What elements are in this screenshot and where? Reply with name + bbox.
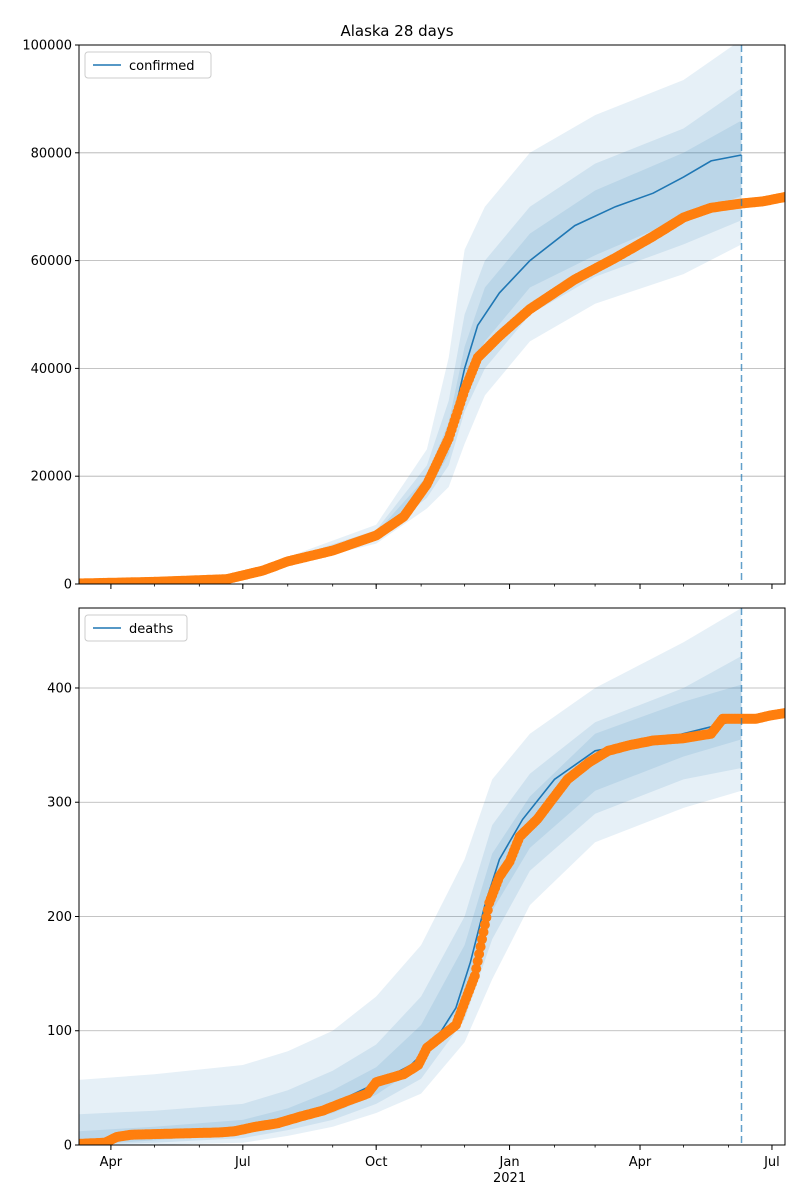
x-tick-label: Apr [629,1155,652,1170]
confirmed-panel: 0 20000 40000 60000 80000 100000 confirmed [22,39,786,593]
y-tick-label: 0 [64,1139,72,1154]
legend-label: deaths [129,622,174,637]
legend: deaths [84,614,188,642]
y-tick-label: 300 [47,796,72,811]
chart-title: Alaska 28 days [340,22,453,40]
band-middle [79,88,742,584]
legend-box [84,51,212,79]
x-tick-label: Oct [365,1155,387,1170]
observed-point [780,191,785,202]
observed-point [475,941,486,952]
axes-frame [78,44,786,585]
x-tick-label: Jan [499,1155,520,1170]
x-tick-label: Apr [100,1155,123,1170]
x-tick-sublabel: 2021 [493,1171,526,1186]
legend-label: confirmed [129,59,195,74]
band-outer [79,608,742,1145]
y-tick-label: 0 [64,578,72,593]
y-tick-label: 40000 [31,362,72,377]
y-tick-label: 100000 [22,39,72,54]
x-tick-label: Jul [763,1155,780,1170]
band-outer [79,45,742,584]
y-tick-label: 20000 [31,470,72,485]
y-tick-label: 100 [47,1024,72,1039]
legend-box [84,614,188,642]
x-tick-label: Jul [234,1155,251,1170]
y-tick-label: 400 [47,681,72,696]
y-tick-label: 200 [47,910,72,925]
y-tick-label: 80000 [31,146,72,161]
band-inner [79,120,742,584]
y-tick-label: 60000 [31,254,72,269]
band-inner [79,684,742,1145]
axes-frame [78,607,786,1146]
legend: confirmed [84,51,212,79]
observed-point [780,708,785,719]
